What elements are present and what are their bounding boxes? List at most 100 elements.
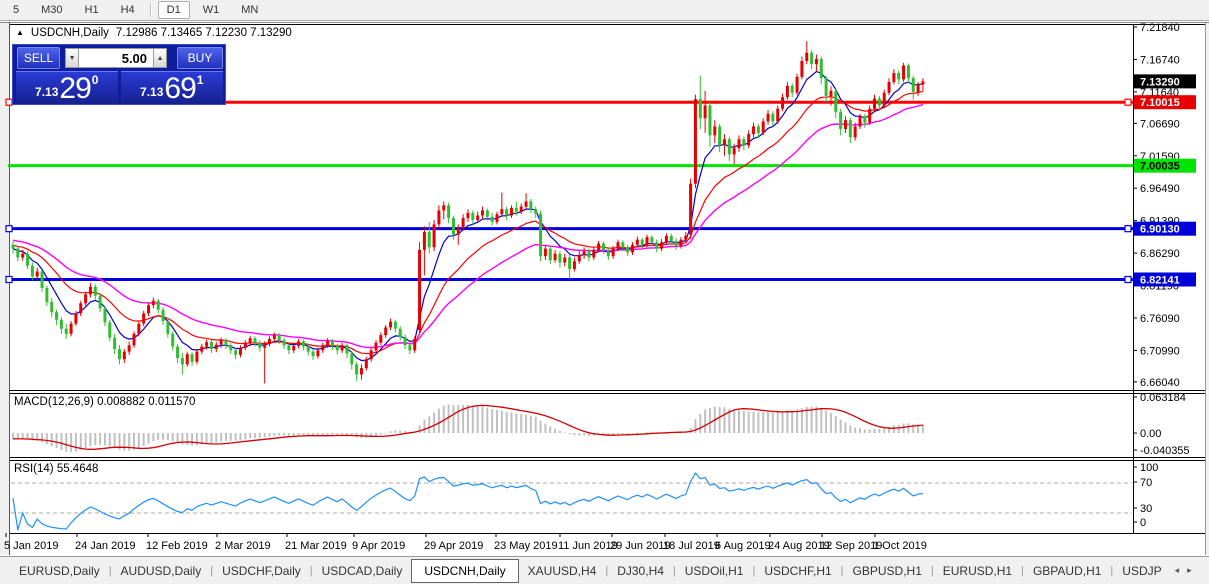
sell-button[interactable]: SELL (17, 47, 61, 69)
tab-separator: | (672, 564, 676, 577)
svg-text:0: 0 (1140, 517, 1146, 529)
date-tick-label: 23 May 2019 (494, 540, 558, 552)
chart-title-row: ▲ USDCNH,Daily 7.12986 7.13465 7.12230 7… (16, 27, 292, 39)
tab-separator: | (752, 564, 756, 577)
ma-fast-line (12, 70, 924, 362)
ma-mid-line (12, 90, 924, 355)
support-line-1-handle[interactable] (5, 225, 13, 233)
svg-text:0.063184: 0.063184 (1140, 392, 1186, 404)
chart-symbol-title: USDCNH,Daily (30, 27, 109, 39)
resistance-line-handle[interactable] (1124, 98, 1132, 106)
buy-button[interactable]: BUY (177, 47, 223, 69)
svg-text:7.21840: 7.21840 (1140, 22, 1180, 34)
timeframe-button-d1[interactable]: D1 (157, 1, 190, 19)
date-tick-label: 18 Jul 2019 (663, 540, 720, 552)
svg-text:100: 100 (1140, 462, 1158, 474)
chart-tab-dj30-h4[interactable]: DJ30,H4 (617, 563, 664, 578)
support-line-1-handle[interactable] (1124, 225, 1132, 233)
date-tick-label: 9 Apr 2019 (352, 540, 405, 552)
tab-separator: | (210, 564, 214, 577)
svg-text:7.16740: 7.16740 (1140, 54, 1180, 66)
symbol-tab-bar: EURUSD,Daily | AUDUSD,Daily | USDCHF,Daily | U… (0, 556, 1209, 584)
svg-text:7.10015: 7.10015 (1140, 97, 1180, 109)
tab-scroll-right-icon[interactable]: ▸ (1187, 565, 1192, 575)
chart-tab-usdoil-h1[interactable]: USDOil,H1 (684, 563, 744, 578)
ma-slow-line (12, 103, 924, 349)
chart-tab-usdjp[interactable]: USDJP (1122, 563, 1162, 578)
chart-ohlc-values: 7.12986 7.13465 7.12230 7.13290 (115, 27, 292, 39)
chart-tab-gbpusd-h1[interactable]: GBPUSD,H1 (852, 563, 922, 578)
chart-tab-eurusd-h1[interactable]: EURUSD,H1 (942, 563, 1013, 578)
chart-tab-eurusd-daily[interactable]: EURUSD,Daily (19, 563, 100, 578)
price-badge (1134, 221, 1196, 236)
date-tick-label: 6 Aug 2019 (715, 540, 771, 552)
timeframe-button-h4[interactable]: H4 (120, 4, 135, 16)
volume-decrease-icon[interactable]: ▼ (65, 48, 80, 68)
horizontal-lines (5, 98, 1133, 284)
rsi-indicator-label: RSI(14) 55.4648 (14, 463, 99, 475)
price-badge (1134, 74, 1196, 89)
svg-text:6.86290: 6.86290 (1140, 248, 1180, 260)
svg-text:0.00: 0.00 (1140, 428, 1161, 440)
svg-text:6.70990: 6.70990 (1140, 345, 1180, 357)
sell-price-display[interactable]: 7.13 29 0 (16, 71, 118, 104)
sell-price-pip: 0 (91, 73, 99, 87)
timeframe-button-5[interactable]: 5 (13, 4, 20, 16)
svg-text:6.96490: 6.96490 (1140, 183, 1180, 195)
trade-panel-toggle-icon[interactable]: ▲ (16, 28, 24, 37)
price-axis: 7.218407.167407.116407.066907.015906.964… (1133, 22, 1196, 389)
chart-tab-xauusd-h4[interactable]: XAUUSD,H4 (527, 563, 597, 578)
buy-price-prefix: 7.13 (140, 85, 164, 99)
timeframe-toolbar: 5 M30 H1 H4 D1 W1 MN (0, 0, 1209, 21)
buy-price-pip: 1 (196, 73, 204, 87)
date-tick-label: 11 Jun 2019 (558, 540, 618, 552)
tab-scroll-left-icon[interactable]: ◂ (1174, 565, 1180, 575)
toolbar-separator (149, 3, 152, 17)
chart-tab-usdchf-daily[interactable]: USDCHF,Daily (222, 563, 301, 578)
one-click-trade-panel: SELL ▼ 5.00 ▲ BUY 7.13 29 0 7.13 69 1 (12, 44, 226, 105)
svg-text:7.00035: 7.00035 (1140, 161, 1180, 173)
macd-signal-line (12, 404, 923, 450)
support-line-2-handle[interactable] (1124, 275, 1132, 284)
svg-text:6.82141: 6.82141 (1140, 274, 1180, 286)
svg-text:6.90130: 6.90130 (1140, 224, 1180, 236)
date-tick-label: 29 Jun 2019 (610, 540, 671, 552)
date-tick-label: 1 Oct 2019 (873, 540, 927, 552)
timeframe-button-w1[interactable]: W1 (202, 4, 220, 16)
date-tick-label: 24 Aug 2019 (768, 540, 830, 552)
date-tick-label: 2 Mar 2019 (215, 540, 271, 552)
chart-tab-audusd-daily[interactable]: AUDUSD,Daily (120, 563, 202, 578)
rsi-panel: 100 70 30 0 (11, 462, 1158, 531)
sell-price-prefix: 7.13 (35, 85, 59, 99)
chart-tab-usdchf-h1[interactable]: USDCHF,H1 (764, 563, 832, 578)
tab-separator: | (1021, 564, 1024, 577)
tab-separator: | (840, 564, 844, 577)
timeframe-button-m30[interactable]: M30 (41, 4, 63, 16)
chart-tab-gbpaud-h1[interactable]: GBPAUD,H1 (1032, 563, 1102, 578)
svg-text:6.66040: 6.66040 (1140, 377, 1180, 389)
volume-increase-icon[interactable]: ▲ (153, 48, 168, 68)
tab-separator: | (1110, 564, 1114, 577)
date-tick-label: 5 Jan 2019 (4, 540, 58, 552)
date-tick-label: 29 Apr 2019 (424, 540, 483, 552)
volume-stepper: ▼ 5.00 ▲ (65, 48, 168, 68)
buy-price-display[interactable]: 7.13 69 1 (120, 71, 223, 104)
chart-tab-usdcnh-daily[interactable]: USDCNH,Daily (411, 558, 519, 583)
support-line-2-handle[interactable] (5, 275, 13, 284)
svg-text:30: 30 (1140, 503, 1152, 515)
chart-tab-usdcad-daily[interactable]: USDCAD,Daily (321, 563, 403, 578)
tab-separator: | (930, 564, 934, 577)
date-tick-label: 24 Jan 2019 (75, 540, 136, 552)
svg-text:7.06690: 7.06690 (1140, 118, 1180, 130)
price-badge (1134, 158, 1196, 173)
timeframe-button-mn[interactable]: MN (241, 4, 259, 16)
price-badge (1134, 272, 1196, 287)
svg-text:-0.040355: -0.040355 (1140, 445, 1190, 457)
svg-text:70: 70 (1140, 477, 1152, 489)
candles (11, 41, 925, 384)
volume-field[interactable]: 5.00 (79, 48, 154, 68)
tab-separator: | (309, 564, 313, 577)
timeframe-button-h1[interactable]: H1 (84, 4, 99, 16)
date-tick-label: 12 Sep 2019 (820, 540, 882, 552)
